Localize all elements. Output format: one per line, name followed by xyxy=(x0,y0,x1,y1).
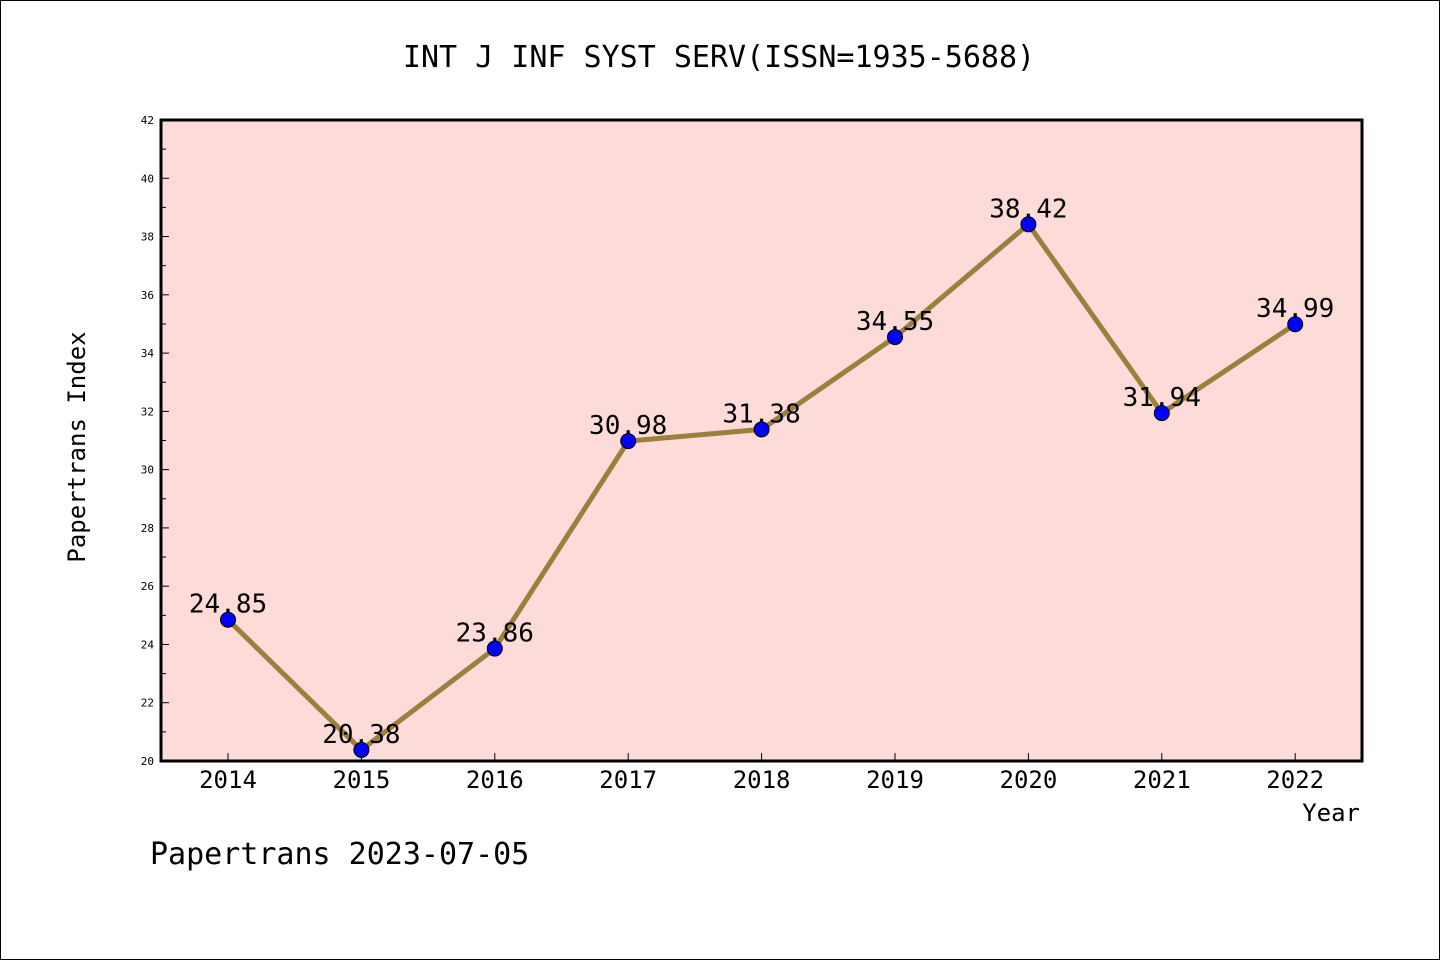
plot-area xyxy=(159,118,1364,763)
data-label: 23.86 xyxy=(456,619,534,649)
data-point xyxy=(620,433,637,450)
y-tick-label: 38 xyxy=(141,231,154,244)
data-label: 38.42 xyxy=(989,194,1067,224)
data-point xyxy=(1020,216,1037,233)
y-tick-label: 24 xyxy=(141,638,155,651)
y-axis-ticks: 20 22 24 26 28 30 32 34 36 38 40 42 xyxy=(141,114,169,768)
data-label: 34.99 xyxy=(1256,294,1334,324)
y-tick-label: 30 xyxy=(141,464,154,477)
data-label: 31.38 xyxy=(722,399,800,429)
y-tick-label: 22 xyxy=(141,697,154,710)
x-axis-ticks: 2014 2015 2016 2017 2018 2019 2020 2021 2022 xyxy=(199,753,1324,794)
x-tick-label: 2016 xyxy=(466,766,524,794)
y-tick-label: 42 xyxy=(141,114,154,127)
data-labels: 24.85 20.38 23.86 30.98 31.38 34.55 38.42 31.94… xyxy=(189,194,1334,750)
chart-title: INT J INF SYST SERV(ISSN=1935-5688) xyxy=(403,40,1035,75)
y-tick-label: 20 xyxy=(141,755,154,768)
data-point xyxy=(1287,316,1304,333)
data-point xyxy=(353,741,370,758)
data-point xyxy=(753,421,770,438)
y-tick-label: 32 xyxy=(141,405,154,418)
series-layer xyxy=(220,216,1304,758)
y-tick-label: 28 xyxy=(141,522,154,535)
x-tick-label: 2019 xyxy=(866,766,924,794)
data-label: 31.94 xyxy=(1123,383,1201,413)
y-tick-label: 36 xyxy=(141,289,154,302)
y-tick-label: 40 xyxy=(141,172,154,185)
data-point xyxy=(486,640,503,657)
x-tick-label: 2017 xyxy=(599,766,657,794)
x-tick-label: 2018 xyxy=(733,766,791,794)
y-tick-label: 34 xyxy=(141,347,155,360)
data-point xyxy=(1153,405,1170,422)
y-tick-label: 26 xyxy=(141,580,154,593)
footer-credit: Papertrans 2023-07-05 xyxy=(150,837,529,872)
data-label: 24.85 xyxy=(189,590,267,620)
x-tick-label: 2020 xyxy=(1000,766,1058,794)
data-label: 20.38 xyxy=(322,720,400,750)
x-axis-label: Year xyxy=(1302,799,1360,827)
x-tick-label: 2014 xyxy=(199,766,257,794)
data-point xyxy=(887,329,903,346)
y-axis-label: Papertrans Index xyxy=(63,331,91,562)
data-label: 34.55 xyxy=(856,307,934,337)
x-tick-label: 2015 xyxy=(333,766,391,794)
x-tick-label: 2022 xyxy=(1266,766,1324,794)
data-label: 30.98 xyxy=(589,411,667,441)
data-point xyxy=(220,611,236,628)
x-tick-label: 2021 xyxy=(1133,766,1191,794)
